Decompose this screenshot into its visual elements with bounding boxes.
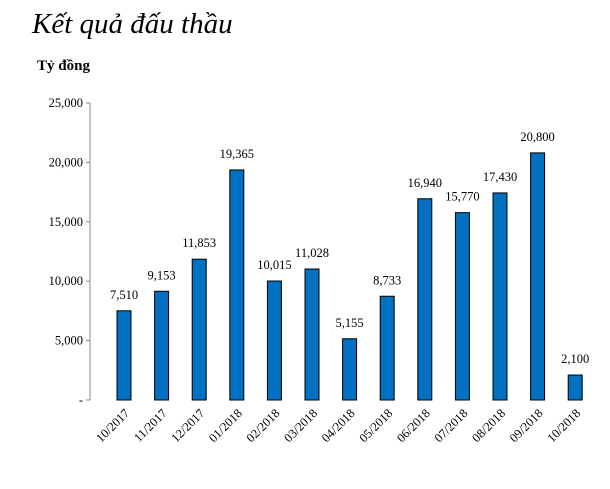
bar-06/2018 [417, 198, 433, 401]
data-label: 17,430 [483, 170, 517, 184]
bar-12/2017 [191, 258, 207, 401]
y-tick-label: 10,000 [49, 274, 83, 288]
x-tick-label: 07/2018 [432, 406, 471, 445]
bar-02/2018 [266, 280, 282, 401]
x-tick-label: 02/2018 [244, 406, 283, 445]
bar-10/2018 [567, 374, 583, 401]
data-label: 8,733 [373, 273, 401, 287]
data-label: 19,365 [220, 147, 254, 161]
x-tick-label: 11/2017 [131, 406, 170, 445]
y-tick-label: 15,000 [49, 215, 83, 229]
data-label: 7,510 [110, 288, 138, 302]
bar-04/2018 [342, 338, 358, 401]
data-label: 5,155 [336, 316, 364, 330]
y-tick-label: 20,000 [49, 155, 83, 169]
data-label: 10,015 [257, 258, 291, 272]
x-tick-label: 10/2018 [544, 406, 583, 445]
bar-10/2017 [116, 310, 132, 401]
chart-title: Kết quả đấu thầu [32, 8, 233, 40]
x-tick-label: 12/2017 [168, 406, 207, 445]
y-tick-label: - [79, 393, 83, 407]
y-tick-label: 25,000 [49, 96, 83, 110]
data-label: 9,153 [148, 268, 176, 282]
x-tick-label: 06/2018 [394, 406, 433, 445]
bar-07/2018 [454, 212, 470, 401]
x-tick-label: 04/2018 [319, 406, 358, 445]
x-tick-label: 05/2018 [356, 406, 395, 445]
x-tick-label: 03/2018 [281, 406, 320, 445]
bar-11/2017 [154, 290, 170, 401]
x-tick-label: 10/2017 [93, 406, 132, 445]
bar-01/2018 [229, 169, 245, 401]
data-label: 11,853 [182, 236, 216, 250]
bar-09/2018 [530, 152, 546, 401]
x-tick-label: 09/2018 [507, 406, 546, 445]
y-axis-unit-label: Tỷ đồng [37, 58, 90, 74]
data-label: 2,100 [561, 352, 589, 366]
data-label: 15,770 [445, 190, 479, 204]
bar-03/2018 [304, 268, 320, 401]
data-label: 20,800 [520, 130, 554, 144]
bar-08/2018 [492, 192, 508, 401]
data-label: 16,940 [408, 176, 442, 190]
y-tick-label: 5,000 [55, 334, 83, 348]
bar-05/2018 [379, 295, 395, 401]
data-label: 11,028 [295, 246, 329, 260]
x-tick-label: 01/2018 [206, 406, 245, 445]
x-tick-label: 08/2018 [469, 406, 508, 445]
